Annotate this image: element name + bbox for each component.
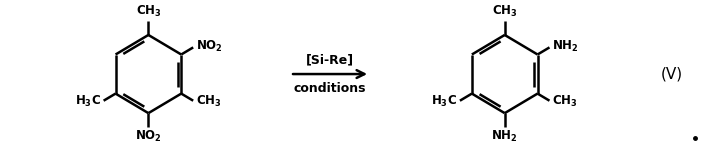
Text: $\mathbf{CH_3}$: $\mathbf{CH_3}$ (492, 4, 518, 19)
Text: $\mathbf{NO_2}$: $\mathbf{NO_2}$ (135, 129, 162, 144)
Text: conditions: conditions (294, 82, 366, 95)
Text: $\mathbf{NH_2}$: $\mathbf{NH_2}$ (491, 129, 518, 144)
Text: $\mathbf{NO_2}$: $\mathbf{NO_2}$ (196, 39, 223, 54)
Text: $\mathbf{H_3C}$: $\mathbf{H_3C}$ (431, 94, 457, 109)
Text: $\mathbf{NH_2}$: $\mathbf{NH_2}$ (552, 39, 579, 54)
Text: (V): (V) (661, 67, 683, 82)
Text: $\mathbf{CH_3}$: $\mathbf{CH_3}$ (136, 4, 161, 19)
Text: [Si-Re]: [Si-Re] (306, 53, 354, 66)
Text: $\mathbf{H_3C}$: $\mathbf{H_3C}$ (74, 94, 101, 109)
Text: $\mathbf{CH_3}$: $\mathbf{CH_3}$ (196, 94, 222, 109)
Text: $\mathbf{CH_3}$: $\mathbf{CH_3}$ (552, 94, 578, 109)
